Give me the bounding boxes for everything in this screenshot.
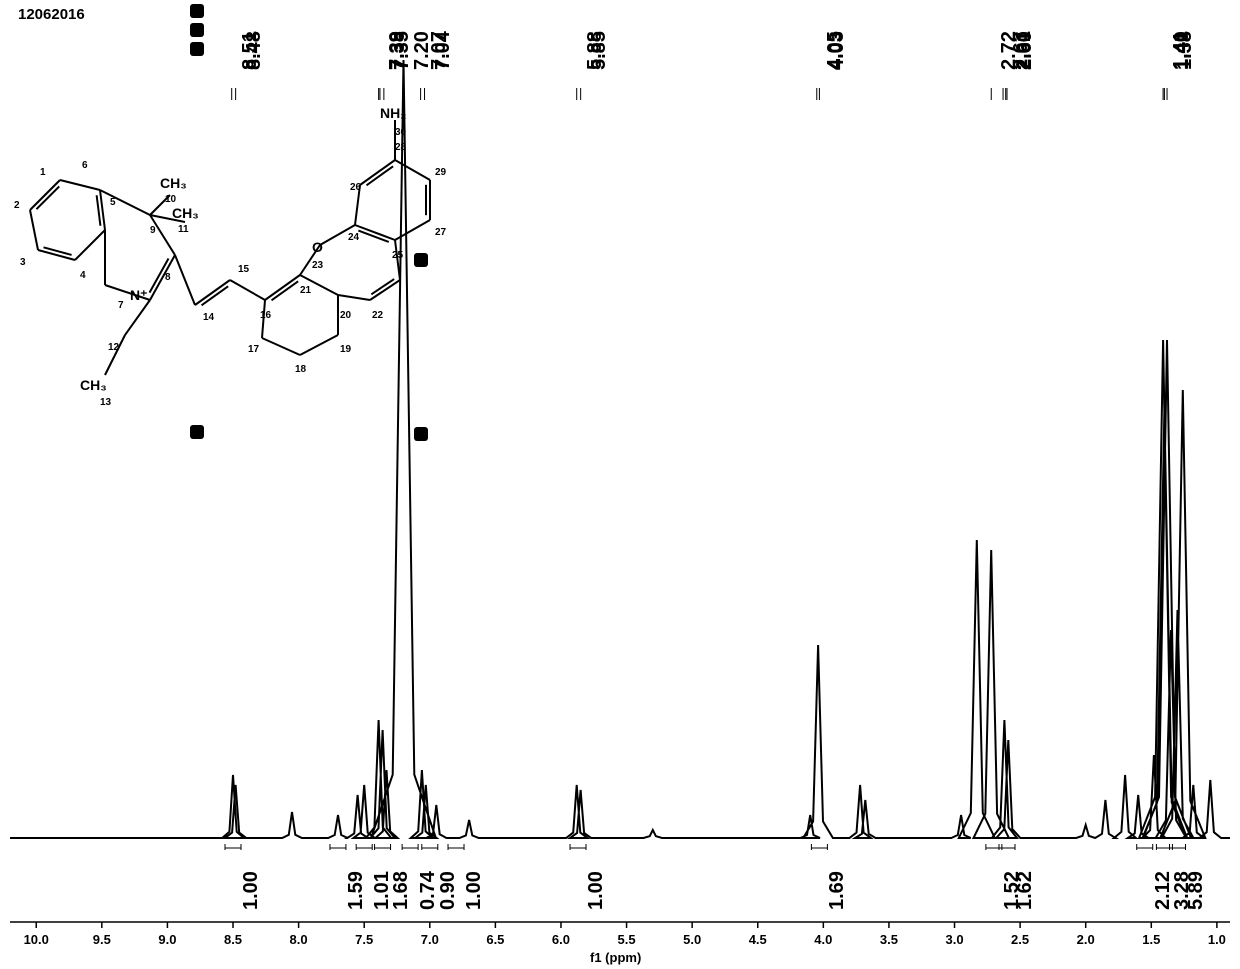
integral-label: 1.59 — [345, 871, 368, 910]
svg-text:27: 27 — [435, 227, 447, 238]
integral-label: 1.68 — [390, 871, 413, 910]
svg-text:4: 4 — [80, 270, 86, 281]
axis-tick: 9.0 — [158, 932, 176, 947]
peak-label: 7.04 — [432, 31, 455, 70]
svg-text:CH₃: CH₃ — [160, 175, 187, 191]
svg-text:CH₃: CH₃ — [172, 205, 199, 221]
integral-label: 5.89 — [1185, 871, 1208, 910]
svg-text:23: 23 — [312, 260, 324, 271]
integral-label: 1.00 — [585, 871, 608, 910]
svg-text:29: 29 — [435, 167, 447, 178]
svg-text:1: 1 — [40, 167, 46, 178]
svg-text:19: 19 — [340, 344, 352, 355]
axis-tick: 4.5 — [749, 932, 767, 947]
svg-text:20: 20 — [340, 310, 352, 321]
svg-text:16: 16 — [260, 310, 272, 321]
axis-tick: 8.0 — [290, 932, 308, 947]
axis-tick: 4.0 — [814, 932, 832, 947]
svg-text:28: 28 — [395, 142, 407, 153]
svg-text:17: 17 — [248, 344, 260, 355]
svg-text:CH₃: CH₃ — [80, 377, 107, 393]
svg-text:18: 18 — [295, 364, 307, 375]
svg-text:11: 11 — [178, 224, 189, 235]
svg-text:14: 14 — [203, 312, 215, 323]
svg-text:3: 3 — [20, 257, 26, 268]
integral-label: 1.00 — [463, 871, 486, 910]
peak-label: 2.60 — [1014, 31, 1037, 70]
axis-tick: 6.5 — [486, 932, 504, 947]
svg-text:12: 12 — [108, 342, 120, 353]
axis-tick: 3.0 — [945, 932, 963, 947]
axis-tick: 2.5 — [1011, 932, 1029, 947]
svg-text:6: 6 — [82, 160, 88, 171]
marker-square — [414, 253, 428, 267]
svg-text:7: 7 — [118, 300, 124, 311]
svg-text:10: 10 — [165, 194, 177, 205]
axis-tick: 5.5 — [618, 932, 636, 947]
marker-square — [414, 427, 428, 441]
axis-tick: 3.5 — [880, 932, 898, 947]
axis-tick: 6.0 — [552, 932, 570, 947]
svg-text:NH₂: NH₂ — [380, 105, 406, 121]
svg-text:N⁺: N⁺ — [130, 287, 148, 303]
axis-tick: 10.0 — [24, 932, 49, 947]
marker-square — [190, 425, 204, 439]
axis-tick: 1.0 — [1208, 932, 1226, 947]
axis-tick: 7.5 — [355, 932, 373, 947]
svg-text:9: 9 — [150, 225, 156, 236]
svg-text:21: 21 — [300, 285, 312, 296]
svg-text:8: 8 — [165, 272, 171, 283]
marker-square — [190, 4, 204, 18]
svg-text:24: 24 — [348, 232, 360, 243]
svg-text:13: 13 — [100, 397, 112, 408]
svg-text:2: 2 — [14, 200, 20, 211]
axis-tick: 7.0 — [421, 932, 439, 947]
svg-text:O: O — [312, 239, 323, 255]
axis-tick: 5.0 — [683, 932, 701, 947]
svg-text:30: 30 — [395, 127, 407, 138]
axis-label: f1 (ppm) — [590, 950, 641, 965]
integral-label: 1.69 — [826, 871, 849, 910]
integral-label: 0.90 — [437, 871, 460, 910]
marker-square — [190, 42, 204, 56]
svg-text:15: 15 — [238, 264, 250, 275]
nmr-spectrum: 162354987CH₃10CH₃11N⁺12CH₃13141516171819… — [0, 0, 1240, 969]
peak-label: 1.38 — [1174, 31, 1197, 70]
svg-text:26: 26 — [350, 182, 362, 193]
axis-tick: 1.5 — [1142, 932, 1160, 947]
peak-label: 4.03 — [826, 31, 849, 70]
axis-tick: 9.5 — [93, 932, 111, 947]
integral-label: 1.62 — [1014, 871, 1037, 910]
axis-tick: 8.5 — [224, 932, 242, 947]
peak-label: 5.85 — [588, 31, 611, 70]
svg-text:25: 25 — [392, 250, 404, 261]
axis-tick: 2.0 — [1077, 932, 1095, 947]
marker-square — [190, 23, 204, 37]
svg-text:22: 22 — [372, 310, 384, 321]
integral-label: 1.00 — [240, 871, 263, 910]
svg-text:5: 5 — [110, 197, 116, 208]
peak-label: 8.48 — [243, 31, 266, 70]
